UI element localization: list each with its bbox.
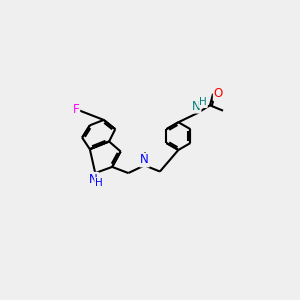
- Text: N: N: [140, 154, 149, 166]
- Text: H: H: [95, 178, 103, 188]
- Text: O: O: [214, 87, 223, 100]
- Text: H: H: [199, 97, 207, 107]
- Text: N: N: [192, 100, 200, 112]
- Text: F: F: [73, 103, 79, 116]
- Text: N: N: [89, 173, 98, 186]
